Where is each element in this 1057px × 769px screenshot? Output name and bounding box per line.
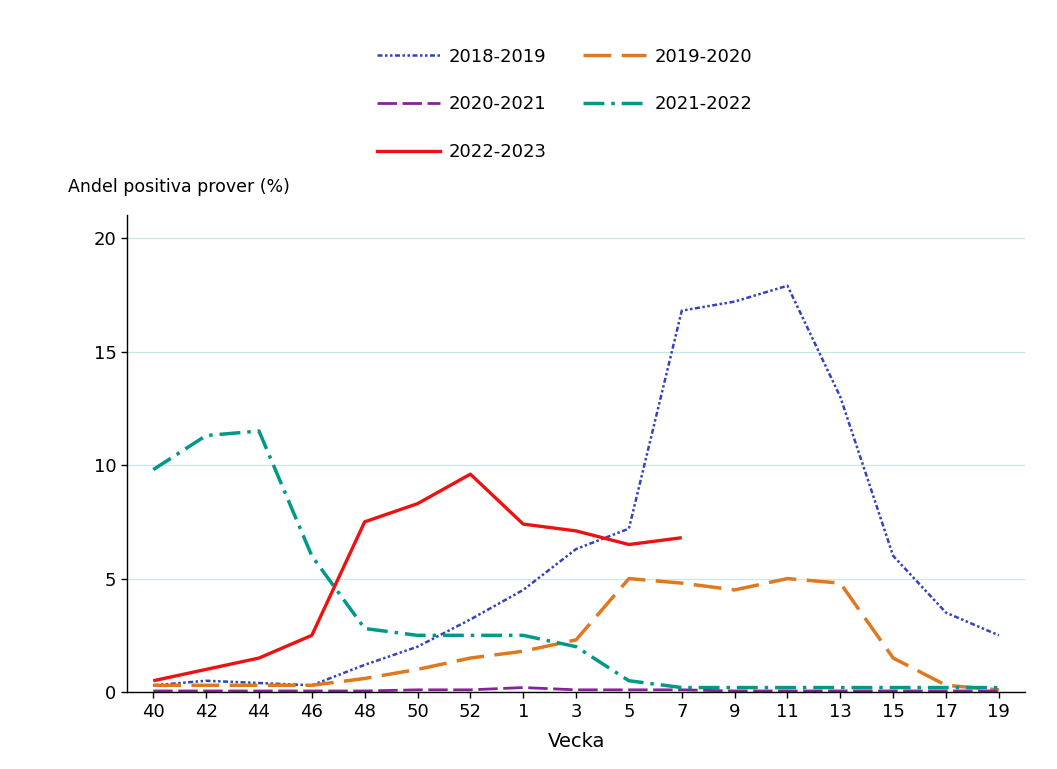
X-axis label: Vecka: Vecka [548, 731, 605, 751]
Text: Andel positiva prover (%): Andel positiva prover (%) [69, 178, 291, 196]
Legend: 2022-2023: 2022-2023 [370, 135, 554, 168]
